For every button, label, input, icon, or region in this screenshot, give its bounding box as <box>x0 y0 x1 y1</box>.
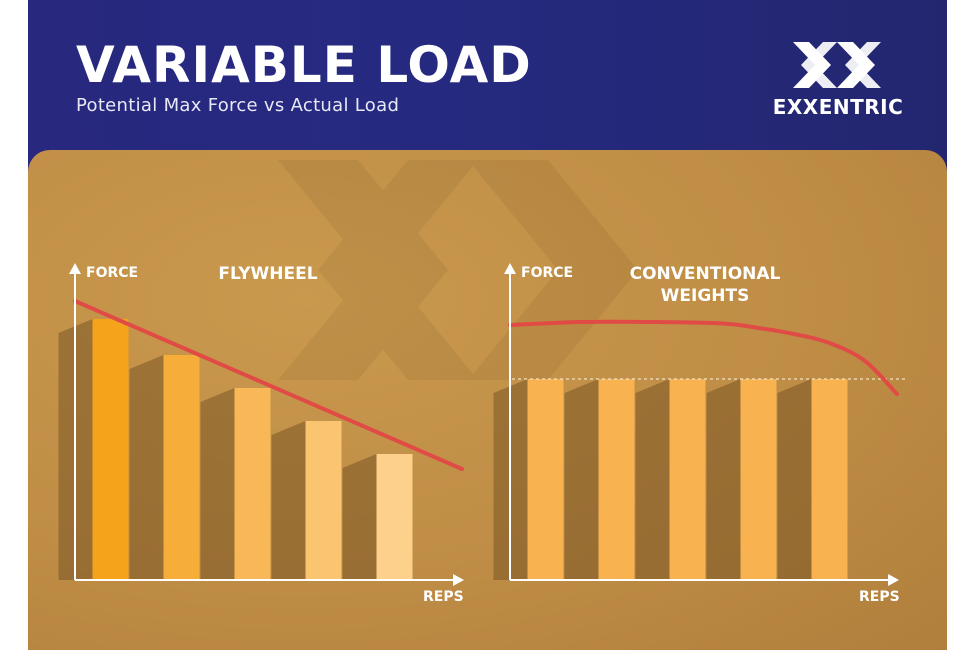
flywheel-y-axis-arrow-icon <box>69 263 81 274</box>
header: VARIABLE LOAD Potential Max Force vs Act… <box>28 0 947 175</box>
chart-panel: FORCE REPS FLYWHEEL FORCE REPS CONVENTIO… <box>28 150 947 650</box>
charts-canvas: FORCE REPS FLYWHEEL FORCE REPS CONVENTIO… <box>58 160 908 605</box>
bar-shadow <box>129 355 164 580</box>
poster: VARIABLE LOAD Potential Max Force vs Act… <box>28 0 947 650</box>
page-subtitle: Potential Max Force vs Actual Load <box>76 95 400 116</box>
conventional-weights-chart: FORCE REPS CONVENTIONAL WEIGHTS <box>493 263 908 605</box>
flywheel-force-line-group <box>73 299 464 471</box>
flywheel-chart: FORCE REPS FLYWHEEL <box>58 263 464 605</box>
conventional-x-axis-arrow-icon <box>888 574 899 586</box>
watermark-logo-icon <box>278 160 638 380</box>
conventional-y-label: FORCE <box>521 265 573 281</box>
bar-shadow <box>564 379 599 580</box>
bar <box>527 379 564 580</box>
bar-shadow <box>635 379 670 580</box>
flywheel-chart-title: FLYWHEEL <box>218 264 317 284</box>
conventional-chart-title: CONVENTIONAL WEIGHTS <box>630 264 781 306</box>
brand-name: EXXENTRIC <box>772 95 904 119</box>
exxentric-xx-logo-icon <box>793 42 881 88</box>
bar <box>163 355 200 580</box>
force-line <box>73 299 464 471</box>
conventional-force-line-group <box>508 319 899 396</box>
brand-logo: EXXENTRIC <box>763 40 913 125</box>
flywheel-x-axis-arrow-icon <box>453 574 464 586</box>
bar <box>92 319 129 580</box>
bar <box>740 379 777 580</box>
chart-title-line: CONVENTIONAL <box>630 264 781 284</box>
bar <box>811 379 848 580</box>
chart-title-line: WEIGHTS <box>661 286 750 306</box>
conventional-y-axis-arrow-icon <box>504 263 516 274</box>
conventional-bars <box>493 379 848 580</box>
flywheel-bars <box>58 319 413 580</box>
bar <box>305 421 342 580</box>
bar-shadow <box>777 379 812 580</box>
bar-shadow <box>200 388 235 580</box>
bar-shadow <box>342 454 377 580</box>
flywheel-x-label: REPS <box>423 589 464 605</box>
page-title: VARIABLE LOAD <box>76 36 532 94</box>
bar-shadow <box>271 421 306 580</box>
chart-title-line: FLYWHEEL <box>218 264 317 284</box>
bar <box>598 379 635 580</box>
bar <box>234 388 271 580</box>
flywheel-y-label: FORCE <box>86 265 138 281</box>
bar <box>376 454 413 580</box>
force-line <box>508 319 899 396</box>
conventional-x-label: REPS <box>859 589 900 605</box>
bar <box>669 379 706 580</box>
bar-shadow <box>706 379 741 580</box>
